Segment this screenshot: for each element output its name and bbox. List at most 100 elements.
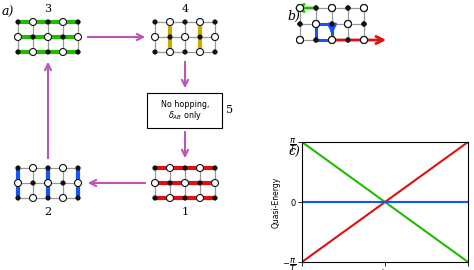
Circle shape [74,33,82,40]
Circle shape [314,38,318,42]
Circle shape [197,194,203,201]
Circle shape [46,50,50,54]
Circle shape [16,166,20,170]
Text: $\delta_{AB}$ only: $\delta_{AB}$ only [168,109,202,122]
Circle shape [361,36,367,43]
Circle shape [16,20,20,24]
Circle shape [166,49,173,56]
Circle shape [60,49,66,56]
Text: No hopping,: No hopping, [161,100,209,109]
Circle shape [60,19,66,25]
Circle shape [15,180,21,187]
Circle shape [297,5,303,12]
Circle shape [166,194,173,201]
Y-axis label: Quasi-Energy: Quasi-Energy [272,176,281,228]
Circle shape [361,36,367,43]
Circle shape [297,36,303,43]
Text: 3: 3 [45,4,52,14]
Circle shape [74,180,82,187]
Text: a): a) [2,6,14,19]
Circle shape [76,196,80,200]
Circle shape [45,33,52,40]
Circle shape [362,22,366,26]
Circle shape [168,35,172,39]
Circle shape [29,164,36,171]
Circle shape [328,36,336,43]
Circle shape [152,33,158,40]
Circle shape [182,180,189,187]
Circle shape [345,21,352,28]
Circle shape [60,164,66,171]
Circle shape [15,33,21,40]
Circle shape [183,50,187,54]
Circle shape [182,33,189,40]
Text: b): b) [287,10,300,23]
Circle shape [16,50,20,54]
Circle shape [346,38,350,42]
Circle shape [29,194,36,201]
Circle shape [153,50,157,54]
Circle shape [153,166,157,170]
Text: 4: 4 [182,4,189,14]
Circle shape [76,166,80,170]
Circle shape [168,181,172,185]
Text: 2: 2 [45,207,52,217]
Circle shape [76,50,80,54]
Circle shape [330,22,334,26]
Circle shape [213,166,217,170]
Circle shape [60,194,66,201]
Text: 5: 5 [226,105,233,115]
Circle shape [330,22,334,26]
Circle shape [197,19,203,25]
Circle shape [46,20,50,24]
Circle shape [198,181,202,185]
Circle shape [213,50,217,54]
Circle shape [61,35,65,39]
Circle shape [298,22,302,26]
Circle shape [213,196,217,200]
Circle shape [361,5,367,12]
Circle shape [45,180,52,187]
Circle shape [153,20,157,24]
Circle shape [76,20,80,24]
Circle shape [298,22,302,26]
Circle shape [213,20,217,24]
Circle shape [166,164,173,171]
Circle shape [328,5,336,12]
Text: c): c) [288,146,300,159]
Circle shape [314,6,318,10]
Circle shape [153,196,157,200]
Circle shape [152,180,158,187]
Circle shape [345,21,352,28]
Circle shape [362,22,366,26]
Circle shape [346,38,350,42]
Circle shape [211,180,219,187]
Text: 1: 1 [182,207,189,217]
Circle shape [183,20,187,24]
Circle shape [166,19,173,25]
Circle shape [346,6,350,10]
Circle shape [183,196,187,200]
Circle shape [312,21,319,28]
FancyBboxPatch shape [147,93,222,127]
Circle shape [198,35,202,39]
Circle shape [29,49,36,56]
Circle shape [361,5,367,12]
Circle shape [61,181,65,185]
Circle shape [46,166,50,170]
Circle shape [346,6,350,10]
Circle shape [297,5,303,12]
Circle shape [211,33,219,40]
Circle shape [197,49,203,56]
Circle shape [312,21,319,28]
Circle shape [46,196,50,200]
Circle shape [314,38,318,42]
Circle shape [31,181,35,185]
Circle shape [328,36,336,43]
Circle shape [29,19,36,25]
Circle shape [183,166,187,170]
Circle shape [297,36,303,43]
Circle shape [31,35,35,39]
Circle shape [328,5,336,12]
Circle shape [16,196,20,200]
